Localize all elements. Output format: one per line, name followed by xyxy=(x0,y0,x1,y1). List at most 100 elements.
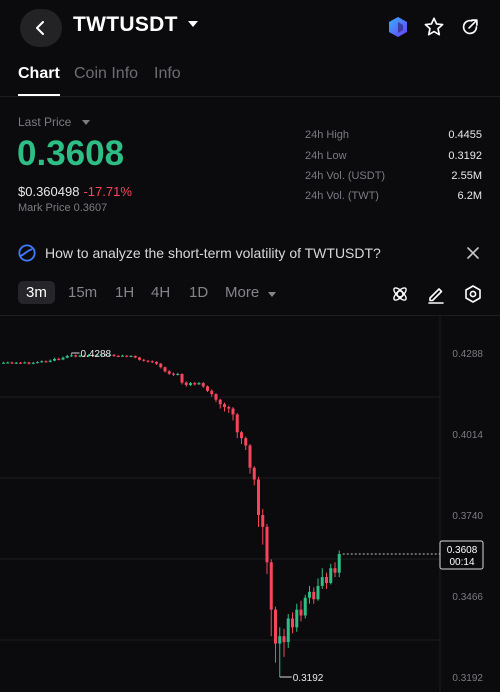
candle-body xyxy=(320,577,324,586)
mark-price: Mark Price 0.3607 xyxy=(18,202,108,214)
candle-body xyxy=(116,355,120,357)
candle-body xyxy=(257,479,260,515)
timeframe-4h[interactable]: 4H xyxy=(151,284,171,301)
usd-price: $0.360498 -17.71% xyxy=(18,184,132,199)
last-price-value: 0.3608 xyxy=(17,134,125,173)
insight-icon xyxy=(18,244,36,262)
candle-body xyxy=(48,360,52,362)
back-button[interactable] xyxy=(20,9,62,47)
timeframe-1h[interactable]: 1H xyxy=(115,284,135,301)
candle-body xyxy=(184,382,188,385)
draw-pencil-icon[interactable] xyxy=(426,284,446,304)
candle-body xyxy=(180,373,184,383)
stat-label-vol-usdt: 24h Vol. (USDT) xyxy=(305,170,386,182)
candle-body xyxy=(299,609,303,616)
last-price-caret-icon[interactable] xyxy=(82,120,90,125)
settings-hex-icon[interactable] xyxy=(463,284,483,304)
candle-body xyxy=(23,362,27,364)
back-icon xyxy=(36,21,44,35)
candle-body xyxy=(99,354,103,356)
change-percent: -17.71% xyxy=(83,184,132,199)
candle-body xyxy=(91,355,95,357)
candle-body xyxy=(121,355,124,357)
candle-body xyxy=(163,367,167,372)
candle-body xyxy=(129,355,133,357)
more-caret-icon[interactable] xyxy=(268,292,276,297)
candlestick-chart[interactable]: 0.4288 0.4014 0.3740 0.3466 0.3192 0.4288 0.31… xyxy=(0,316,500,692)
low-marker-label: 0.3192 xyxy=(293,673,324,684)
candle-body xyxy=(282,636,286,643)
candle-body xyxy=(70,355,73,357)
candle-body xyxy=(176,373,180,375)
candle-body xyxy=(167,371,171,374)
candle-body xyxy=(146,360,150,362)
stat-value-low: 0.3192 xyxy=(448,150,482,162)
stat-value-vol-twt: 6.2M xyxy=(457,190,482,202)
dropdown-caret-icon[interactable] xyxy=(188,21,198,27)
candle-body xyxy=(65,355,69,358)
close-icon[interactable] xyxy=(463,243,483,263)
candle-body xyxy=(337,554,341,573)
candle-body xyxy=(248,445,252,468)
timeframe-3m[interactable]: 3m xyxy=(18,281,55,304)
candle-body xyxy=(27,362,31,364)
candle-body xyxy=(150,361,154,363)
timeframe-bar: 3m 15m 1H 4H 1D More xyxy=(0,281,500,307)
candle-body xyxy=(6,362,10,364)
candle-body xyxy=(308,591,311,598)
brand-logo-icon[interactable] xyxy=(385,14,411,40)
candle-body xyxy=(61,357,65,360)
candle-body xyxy=(155,361,158,364)
tab-coin-info[interactable]: Coin Info xyxy=(74,65,139,82)
y-tick-label: 0.4288 xyxy=(452,349,483,360)
banner-text[interactable]: How to analyze the short-term volatility… xyxy=(45,245,381,261)
candle-body xyxy=(240,432,243,439)
candle-body xyxy=(40,361,44,363)
candle-body xyxy=(44,361,48,363)
candle-body xyxy=(172,373,175,375)
candle-body xyxy=(189,383,192,385)
stat-value-high: 0.4455 xyxy=(448,129,482,141)
symbol-title[interactable]: TWTUSDT xyxy=(73,13,178,36)
candle-body xyxy=(78,355,82,357)
stat-label-low: 24h Low xyxy=(305,150,347,162)
candle-body xyxy=(223,404,226,408)
candle-body xyxy=(316,585,320,600)
price-chart[interactable]: 0.4288 0.4014 0.3740 0.3466 0.3192 0.4288 0.31… xyxy=(0,315,500,692)
current-price-label: 0.3608 xyxy=(447,545,478,556)
candle-body xyxy=(10,362,14,364)
insight-banner[interactable]: How to analyze the short-term volatility… xyxy=(0,238,500,268)
last-price-label[interactable]: Last Price xyxy=(18,115,72,129)
timeframe-1d[interactable]: 1D xyxy=(189,284,209,301)
candle-body xyxy=(2,362,5,364)
candle-body xyxy=(295,609,299,628)
indicator-icon[interactable] xyxy=(390,284,410,304)
candle-body xyxy=(36,362,39,364)
candle-body xyxy=(278,636,282,644)
candle-body xyxy=(329,568,333,583)
candle-body xyxy=(231,408,235,415)
countdown-label: 00:14 xyxy=(449,557,474,568)
candle-body xyxy=(74,355,78,357)
stat-label-high: 24h High xyxy=(305,129,350,141)
candle-body xyxy=(244,438,248,446)
share-icon[interactable] xyxy=(457,14,483,40)
candle-body xyxy=(19,362,22,364)
candle-body xyxy=(235,414,239,433)
timeframe-15m[interactable]: 15m xyxy=(68,284,98,301)
active-tab-indicator xyxy=(18,94,60,96)
stat-value-vol-usdt: 2.55M xyxy=(451,170,482,182)
candle-body xyxy=(312,591,316,600)
candle-body xyxy=(125,355,129,357)
candle-body xyxy=(218,399,222,405)
tab-info[interactable]: Info xyxy=(154,65,181,82)
usd-price-value: $0.360498 xyxy=(18,184,80,199)
tab-chart[interactable]: Chart xyxy=(18,65,60,82)
high-marker-label: 0.4288 xyxy=(81,349,112,360)
candle-body xyxy=(227,407,231,409)
candle-body xyxy=(269,562,273,610)
candle-body xyxy=(57,358,61,360)
candle-body xyxy=(53,358,56,361)
star-icon[interactable] xyxy=(421,14,447,40)
timeframe-more[interactable]: More xyxy=(225,284,260,301)
